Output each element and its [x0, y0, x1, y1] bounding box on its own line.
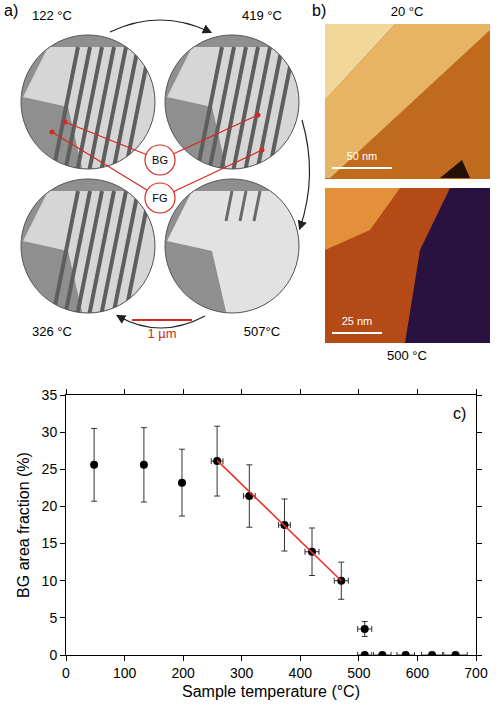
svg-text:50 nm: 50 nm [347, 150, 378, 162]
svg-text:300: 300 [230, 665, 254, 681]
svg-text:600: 600 [406, 665, 430, 681]
svg-text:5: 5 [49, 610, 57, 626]
svg-text:Sample temperature (°C): Sample temperature (°C) [182, 683, 360, 700]
svg-text:122 °C: 122 °C [32, 8, 72, 23]
svg-text:200: 200 [171, 665, 195, 681]
svg-text:500 °C: 500 °C [387, 348, 427, 363]
svg-text:1 µm: 1 µm [147, 326, 176, 341]
svg-text:400: 400 [289, 665, 313, 681]
svg-text:700: 700 [464, 665, 488, 681]
svg-text:25 nm: 25 nm [342, 315, 373, 327]
svg-text:25: 25 [42, 461, 58, 477]
svg-text:BG: BG [152, 154, 168, 166]
svg-text:35: 35 [42, 387, 58, 403]
svg-text:BG area fraction (%): BG area fraction (%) [15, 452, 32, 598]
svg-text:c): c) [453, 405, 466, 422]
svg-text:100: 100 [113, 665, 137, 681]
svg-text:a): a) [4, 2, 18, 19]
svg-text:500: 500 [347, 665, 371, 681]
svg-text:20 °C: 20 °C [391, 4, 424, 19]
svg-text:FG: FG [152, 192, 167, 204]
svg-text:326 °C: 326 °C [32, 324, 72, 339]
svg-text:20: 20 [42, 498, 58, 514]
svg-text:30: 30 [42, 424, 58, 440]
svg-text:10: 10 [42, 573, 58, 589]
svg-text:15: 15 [42, 535, 58, 551]
svg-text:0: 0 [62, 665, 70, 681]
svg-text:419 °C: 419 °C [242, 8, 282, 23]
svg-text:0: 0 [49, 647, 57, 663]
svg-text:b): b) [312, 2, 326, 19]
svg-text:507°C: 507°C [244, 324, 280, 339]
